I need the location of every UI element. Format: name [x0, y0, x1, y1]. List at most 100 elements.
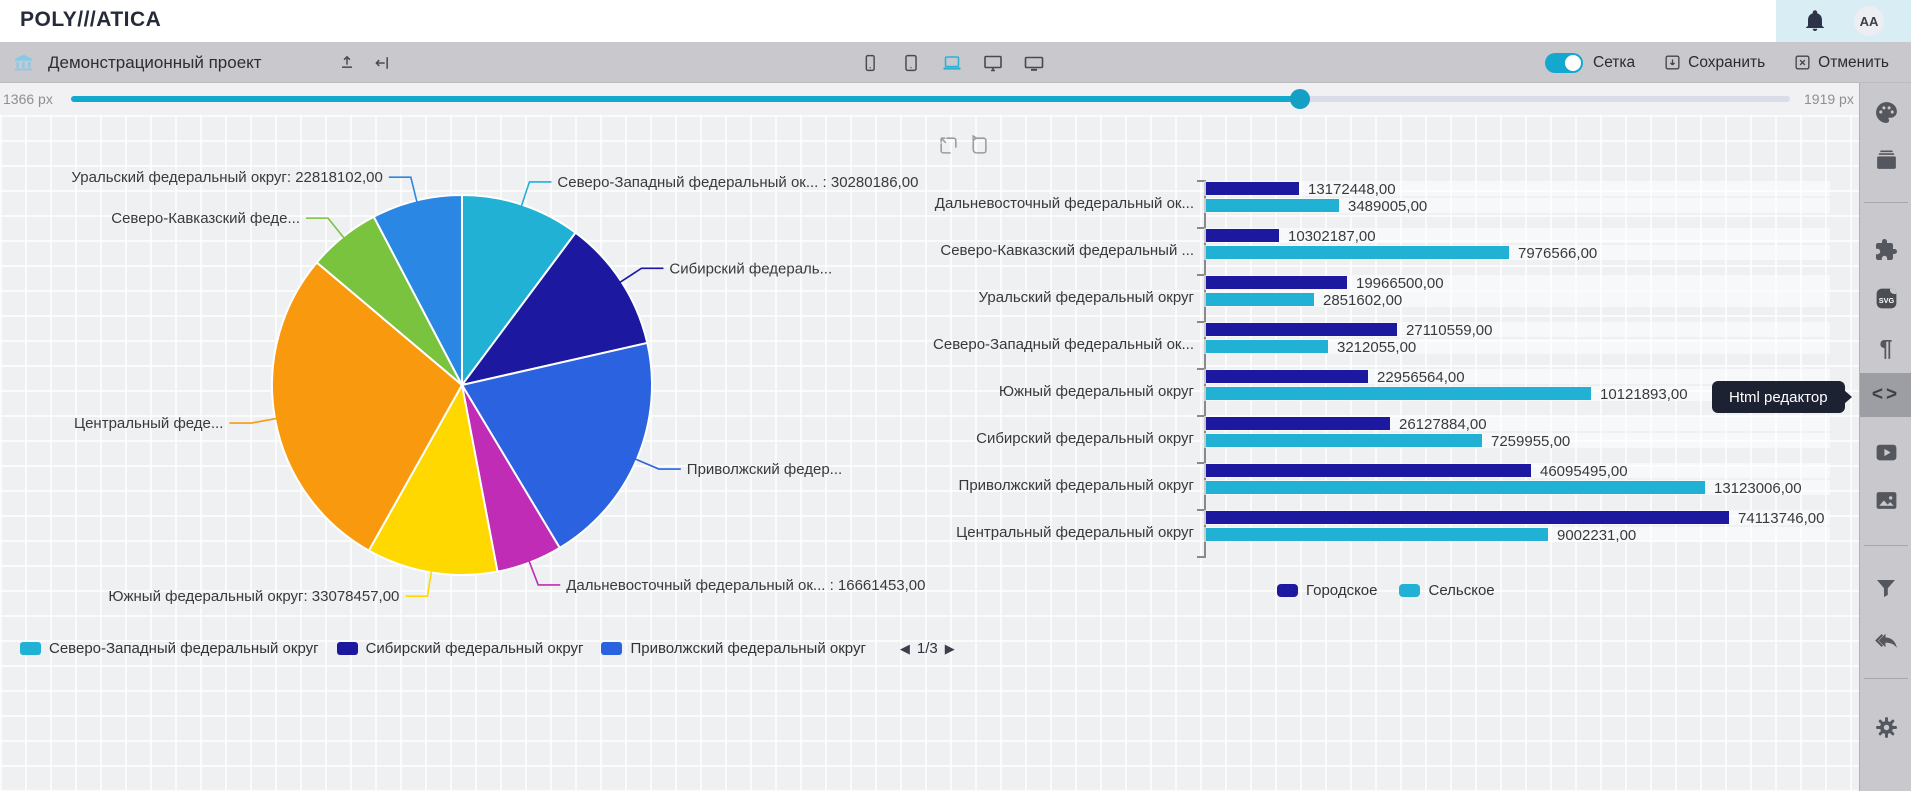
phone-icon[interactable] [858, 51, 882, 75]
bar-category-label: Уральский федеральный округ [978, 289, 1194, 306]
palette-icon[interactable] [1860, 95, 1911, 129]
bar-category-label: Южный федеральный округ [998, 383, 1194, 400]
bar-value-label: 2851602,00 [1323, 292, 1403, 309]
bar-Сельское[interactable] [1206, 293, 1314, 306]
expand-widget-icon[interactable] [938, 135, 959, 156]
legend-label[interactable]: Приволжский федеральный округ [630, 640, 866, 657]
bar-axis-tick [1197, 509, 1206, 511]
bar-axis-tick [1197, 368, 1206, 370]
bar-axis-tick [1197, 462, 1206, 464]
bar-axis-tick [1197, 227, 1206, 229]
pie-slice-label: Уральский федеральный округ: 22818102,00 [71, 169, 382, 186]
user-avatar[interactable]: AA [1854, 6, 1884, 36]
grid-toggle[interactable] [1545, 52, 1583, 73]
bar-value-label: 13123006,00 [1714, 480, 1802, 497]
html-editor-icon[interactable]: <> [1871, 384, 1901, 405]
bar-Сельское[interactable] [1206, 340, 1328, 353]
bar-Сельское[interactable] [1206, 246, 1509, 259]
collapse-left-icon[interactable] [372, 52, 394, 74]
bar-Сельское[interactable] [1206, 481, 1705, 494]
project-toolbar: Демонстрационный проект [0, 42, 1911, 83]
bar-value-label: 26127884,00 [1399, 416, 1487, 433]
tooltip-text: Html редактор [1729, 388, 1828, 406]
bar-Городское[interactable] [1206, 182, 1299, 195]
svg-export-icon[interactable]: SVG [1860, 281, 1911, 315]
video-icon[interactable] [1860, 435, 1911, 469]
bar-value-label: 27110559,00 [1406, 322, 1493, 339]
svg-text:SVG: SVG [1878, 296, 1894, 305]
filter-icon[interactable] [1860, 571, 1911, 605]
bar-lane [1204, 228, 1830, 243]
top-bar: POLY///ATICA AA [0, 0, 1911, 42]
width-slider-handle[interactable] [1290, 89, 1310, 109]
notifications-bell-icon[interactable] [1803, 9, 1827, 33]
pie-slice-label: Северо-Западный федеральный ок... : 3028… [557, 174, 918, 191]
bar-axis-tick [1197, 415, 1206, 417]
legend-prev-icon[interactable]: ◀ [899, 640, 910, 656]
bar-Городское[interactable] [1206, 323, 1397, 336]
top-bar-user-area: AA [1776, 0, 1911, 42]
pie-callout-line [388, 176, 418, 203]
monitor-icon[interactable] [981, 51, 1005, 75]
pie-legend: Северо-Западный федеральный округ Сибирск… [20, 640, 955, 657]
legend-swatch [1399, 584, 1421, 597]
bar-Сельское[interactable] [1206, 434, 1482, 447]
legend-label[interactable]: Сибирский федеральный округ [365, 640, 584, 657]
width-slider-track[interactable] [71, 89, 1790, 109]
pie-callout-line [229, 417, 278, 424]
bar-category-label: Северо-Западный федеральный ок... [933, 336, 1194, 353]
tv-icon[interactable] [1022, 51, 1046, 75]
bar-axis-tick [1197, 274, 1206, 276]
grid-toggle-label: Сетка [1593, 53, 1636, 71]
cancel-button[interactable]: Отменить [1793, 53, 1889, 72]
app-logo: POLY///ATICA [20, 8, 162, 31]
sidebar-divider [1864, 202, 1908, 203]
save-button[interactable]: Сохранить [1663, 53, 1765, 72]
canvas-width-slider-row: 1366 px 1919 px [0, 83, 1859, 115]
project-icon [12, 52, 34, 74]
undo-all-icon[interactable] [1860, 623, 1911, 657]
legend-swatch [1277, 584, 1298, 597]
bar-value-label: 13172448,00 [1308, 181, 1396, 198]
bar-lane [1204, 181, 1830, 196]
bar-chart-legend: Городское Сельское [1277, 582, 1509, 599]
bar-value-label: 3212055,00 [1337, 339, 1417, 356]
laptop-icon[interactable] [940, 51, 964, 75]
bar-Городское[interactable] [1206, 417, 1390, 430]
bar-Сельское[interactable] [1206, 528, 1548, 541]
pie-slice-label: Южный федеральный округ: 33078457,00 [108, 588, 399, 605]
legend-swatch [601, 642, 623, 655]
pie-chart[interactable]: Северо-Западный федеральный ок... : 3028… [0, 115, 930, 715]
tablet-icon[interactable] [899, 51, 923, 75]
device-size-switcher [858, 42, 1046, 83]
legend-next-icon[interactable]: ▶ [944, 640, 955, 656]
bar-lane [1204, 275, 1830, 290]
bar-Городское[interactable] [1206, 464, 1531, 477]
bar-Сельское[interactable] [1206, 387, 1591, 400]
paragraph-icon[interactable]: ¶ [1879, 334, 1893, 361]
settings-gear-icon[interactable] [1860, 710, 1911, 744]
pie-slice-label: Центральный феде... [74, 415, 223, 432]
bar-axis-tick [1197, 321, 1206, 323]
bar-Городское[interactable] [1206, 276, 1347, 289]
puzzle-icon[interactable] [1860, 233, 1911, 267]
bar-Сельское[interactable] [1206, 199, 1339, 212]
bar-value-label: 10302187,00 [1288, 228, 1376, 245]
bar-value-label: 7259955,00 [1491, 433, 1571, 450]
legend-label[interactable]: Северо-Западный федеральный округ [49, 640, 319, 657]
widgets-box-icon[interactable] [1860, 143, 1911, 177]
bar-value-label: 10121893,00 [1600, 386, 1688, 403]
legend-label[interactable]: Сельское [1428, 582, 1495, 599]
rotate-widget-icon[interactable] [968, 135, 989, 156]
bar-value-label: 9002231,00 [1557, 527, 1637, 544]
legend-label[interactable]: Городское [1306, 582, 1378, 599]
bar-Городское[interactable] [1206, 370, 1368, 383]
pie-slice-label: Дальневосточный федеральный ок... : 1666… [566, 577, 925, 594]
bar-Городское[interactable] [1206, 511, 1729, 524]
image-icon[interactable] [1860, 483, 1911, 517]
bar-chart-controls [938, 135, 989, 156]
width-slider-fill [71, 96, 1300, 102]
bar-Городское[interactable] [1206, 229, 1279, 242]
export-icon[interactable] [336, 52, 358, 74]
bar-value-label: 74113746,00 [1738, 510, 1825, 527]
